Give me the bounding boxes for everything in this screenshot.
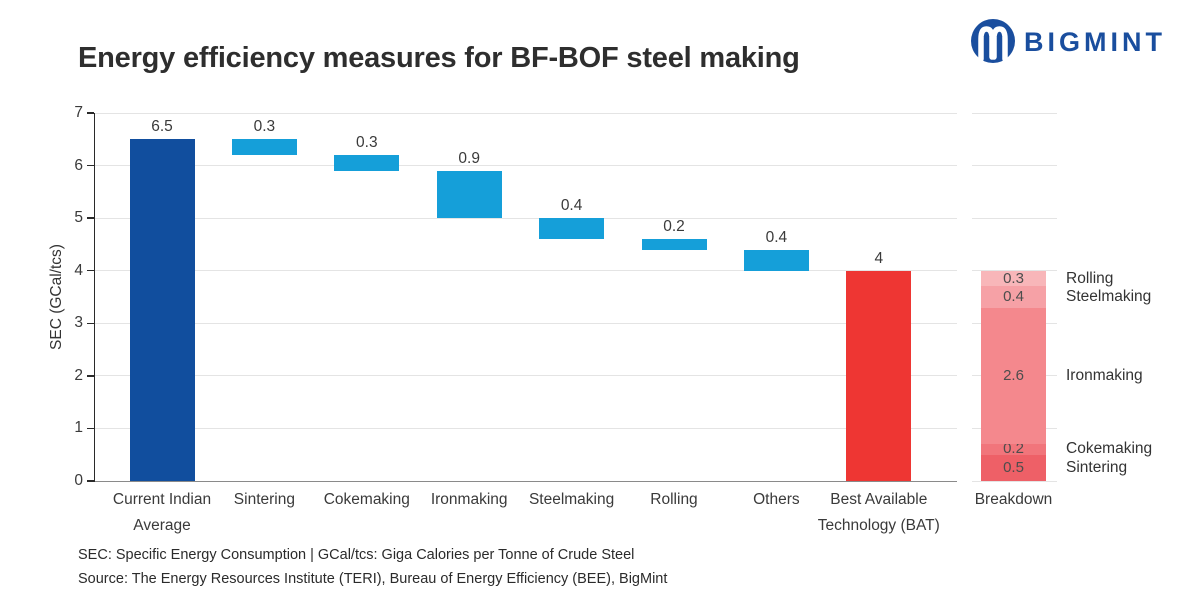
gridline-6 (95, 165, 957, 167)
waterfall-bar-cokemaking (334, 155, 400, 171)
x-axis-label-ironmaking-line1: Ironmaking (430, 491, 508, 508)
footnote-source: Source: The Energy Resources Institute (… (78, 571, 668, 587)
breakdown-value-cokemaking: 0.2 (1003, 440, 1024, 458)
breakdown-segment-cokemaking (981, 444, 1046, 455)
breakdown-value-steelmaking: 0.4 (1003, 288, 1024, 305)
breakdown-value-sintering: 0.5 (1003, 458, 1024, 476)
x-axis-label-sintering-line1: Sintering (233, 491, 295, 508)
bar-value-label-current-indian-average: 6.5 (151, 118, 173, 136)
bar-value-label-steelmaking: 0.4 (560, 197, 583, 215)
y-tick-mark-5 (87, 217, 94, 219)
breakdown-value-ironmaking: 2.6 (1003, 366, 1024, 384)
y-tick-mark-0 (87, 480, 94, 482)
x-axis-label-best-available-technology-bat-line1: Best Available (830, 491, 928, 508)
bar-value-label-best-available-technology-bat: 4 (874, 249, 884, 267)
x-axis-label-current-indian-average-line2: Average (133, 517, 191, 534)
gridline-breakdown-7 (972, 112, 1057, 114)
gridline-0 (95, 480, 957, 482)
breakdown-segment-rolling (981, 270, 1046, 287)
breakdown-name-sintering: Sintering (1066, 458, 1128, 476)
gridline-breakdown-5 (972, 217, 1057, 219)
footnote-abbreviations: SEC: Specific Energy Consumption | GCal/… (78, 547, 635, 563)
y-tick-label-7: 7 (74, 104, 83, 121)
gridline-4 (95, 270, 957, 272)
x-axis-label-rolling-line1: Rolling (650, 491, 698, 508)
waterfall-bar-ironmaking (436, 170, 502, 219)
x-axis-label-steelmaking-line1: Steelmaking (528, 491, 615, 508)
breakdown-name-ironmaking: Ironmaking (1066, 366, 1143, 384)
brand-name: BIGMINT (1024, 27, 1166, 57)
bar-value-label-others: 0.4 (765, 228, 788, 246)
breakdown-name-rolling: Rolling (1066, 269, 1114, 287)
breakdown-segment-ironmaking (981, 307, 1046, 445)
y-tick-mark-4 (87, 269, 94, 272)
bar-value-label-cokemaking: 0.3 (356, 134, 378, 152)
breakdown-value-rolling: 0.3 (1003, 269, 1024, 287)
x-axis-label-current-indian-average-line1: Current Indian (112, 491, 212, 508)
x-axis-label-cokemaking-line1: Cokemaking (323, 491, 410, 508)
gridline-breakdown-0 (972, 480, 1057, 482)
waterfall-bar-best-available-technology-bat (846, 270, 912, 481)
y-tick-label-1: 1 (74, 419, 83, 437)
y-tick-label-2: 2 (74, 366, 83, 384)
gridline-5 (95, 217, 957, 219)
waterfall-bar-steelmaking (539, 218, 605, 240)
y-tick-mark-7 (87, 112, 94, 114)
gridline-7 (95, 112, 957, 114)
y-axis-line (93, 113, 95, 482)
y-tick-label-0: 0 (74, 472, 83, 489)
y-tick-mark-3 (87, 322, 94, 325)
x-axis-label-best-available-technology-bat-line2: Technology (BAT) (817, 517, 940, 534)
breakdown-name-steelmaking: Steelmaking (1066, 288, 1152, 305)
y-tick-mark-1 (87, 427, 94, 430)
gridline-2 (95, 375, 957, 377)
bar-value-label-rolling: 0.2 (663, 218, 685, 236)
waterfall-bar-others (743, 249, 809, 271)
chart-title: Energy efficiency measures for BF-BOF st… (78, 42, 800, 74)
gridline-1 (95, 427, 957, 429)
y-tick-label-3: 3 (74, 314, 83, 332)
y-tick-label-4: 4 (74, 261, 83, 279)
x-axis-label-breakdown: Breakdown (974, 491, 1053, 508)
gridline-breakdown-6 (972, 165, 1057, 167)
bar-value-label-sintering: 0.3 (253, 118, 276, 136)
y-tick-label-6: 6 (74, 156, 83, 174)
y-tick-mark-2 (87, 375, 94, 377)
bar-value-label-ironmaking: 0.9 (458, 149, 480, 167)
y-tick-mark-6 (87, 164, 94, 167)
waterfall-bar-current-indian-average (129, 139, 195, 481)
bigmint-logo-icon (971, 19, 1015, 63)
waterfall-bar-sintering (231, 139, 297, 156)
gridline-3 (95, 322, 957, 324)
x-axis-label-others-line1: Others (753, 491, 800, 508)
breakdown-name-cokemaking: Cokemaking (1066, 440, 1153, 458)
y-tick-label-5: 5 (74, 209, 83, 227)
breakdown-segment-sintering (981, 454, 1046, 481)
waterfall-bar-rolling (641, 239, 707, 250)
breakdown-segment-steelmaking (981, 286, 1046, 308)
